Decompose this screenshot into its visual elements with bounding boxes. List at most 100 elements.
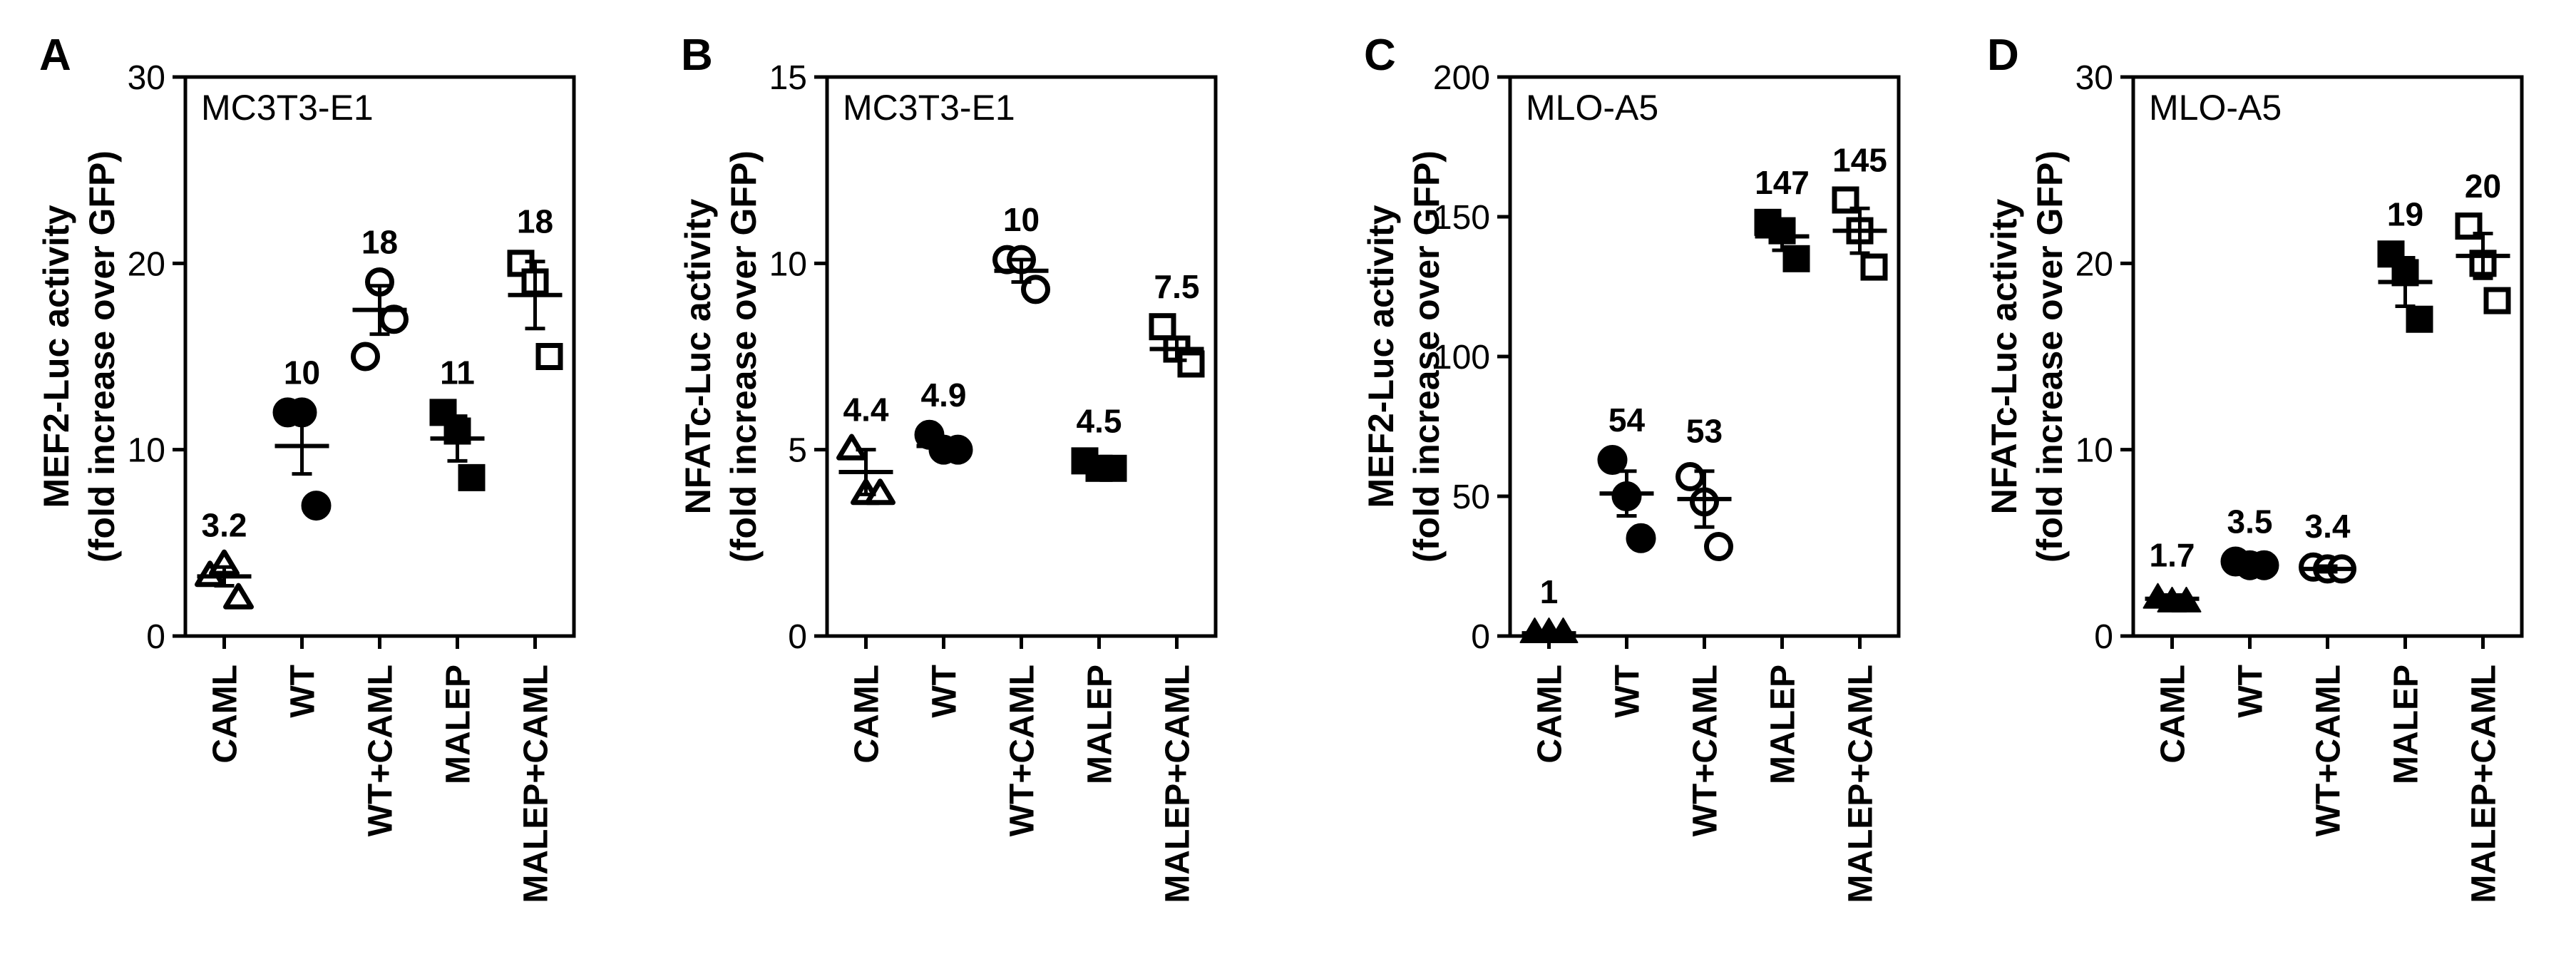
x-tick-label-wt-plus-caml: WT+CAML — [362, 665, 400, 836]
y-axis-title: MEF2-Luc activity (fold increase over GFP… — [1361, 150, 1447, 563]
x-tick-label-wt-plus-caml: WT+CAML — [1004, 665, 1042, 836]
data-label-caml: 1.7 — [2150, 537, 2195, 574]
y-tick-label: 5 — [788, 432, 807, 470]
y-tick-label: 10 — [128, 432, 165, 470]
y-tick-label: 20 — [128, 245, 165, 283]
y-axis-title: MEF2-Luc activity (fold increase over GFP… — [36, 150, 122, 563]
data-label-caml: 4.4 — [843, 391, 889, 429]
data-point-wt-plus-caml — [351, 342, 380, 371]
x-tick-label-caml: CAML — [1531, 665, 1569, 764]
x-tick-label-malep-plus-caml: MALEP+CAML — [1842, 665, 1880, 903]
cell-line-label: MLO-A5 — [1526, 88, 1658, 128]
data-label-malep-plus-caml: 18 — [517, 203, 553, 240]
y-tick-label: 30 — [2075, 59, 2113, 97]
data-point-caml — [223, 583, 254, 610]
panel-letter: C — [1364, 31, 1396, 80]
data-point-malep-plus-caml — [1177, 350, 1205, 378]
data-label-malep-plus-caml: 20 — [2465, 168, 2501, 205]
data-label-malep: 11 — [440, 354, 475, 391]
data-label-wt: 4.9 — [921, 376, 967, 414]
y-axis-title-line: (fold increase over GFP) — [724, 150, 764, 563]
cell-line-label: MC3T3-E1 — [201, 88, 374, 128]
x-tick-label-malep-plus-caml: MALEP+CAML — [1159, 665, 1197, 903]
y-tick-label: 10 — [769, 245, 807, 283]
x-tick-label-malep: MALEP — [440, 665, 478, 784]
y-tick-label: 20 — [2075, 245, 2113, 283]
data-point-wt — [1626, 523, 1656, 553]
y-axis-title: NFATc-Luc activity (fold increase over GF… — [1984, 150, 2070, 563]
x-tick-label-wt-plus-caml: WT+CAML — [1687, 665, 1725, 836]
data-point-wt — [301, 491, 332, 521]
data-point-wt-plus-caml — [1676, 462, 1705, 492]
x-tick-label-malep-plus-caml: MALEP+CAML — [518, 665, 555, 903]
data-point-caml — [836, 434, 867, 461]
data-point-malep-plus-caml — [2483, 287, 2511, 314]
data-label-wt-plus-caml: 18 — [361, 223, 398, 260]
panel-a: A MC3T3-E1 0 10 20 30 MEF2-Luc activity (fold i… — [36, 31, 576, 903]
data-label-wt-plus-caml: 53 — [1686, 413, 1723, 450]
y-tick-label: 100 — [1433, 339, 1490, 376]
x-tick-label-malep: MALEP — [1765, 665, 1802, 784]
data-point-malep-plus-caml — [535, 343, 563, 370]
data-point-malep-plus-caml — [1149, 313, 1176, 341]
y-tick-label: 200 — [1433, 59, 1490, 97]
data-label-malep-plus-caml: 145 — [1832, 141, 1887, 178]
y-axis-title-line: (fold increase over GFP) — [1407, 150, 1447, 563]
x-tick-label-caml: CAML — [848, 665, 886, 764]
x-tick-label-malep: MALEP — [1082, 665, 1119, 784]
cell-line-label: MLO-A5 — [2149, 88, 2282, 128]
panel-letter: D — [1987, 31, 2019, 80]
x-tick-label-caml: CAML — [2155, 665, 2192, 764]
y-tick-label: 0 — [2094, 618, 2113, 656]
x-tick-label-wt: WT — [284, 665, 322, 718]
cell-line-label: MC3T3-E1 — [843, 88, 1015, 128]
data-point-wt-plus-caml — [1704, 532, 1733, 562]
data-label-caml: 3.2 — [202, 507, 247, 544]
y-tick-label: 0 — [146, 618, 165, 656]
data-point-malep — [2406, 305, 2433, 333]
panel-letter: A — [39, 31, 71, 80]
data-point-wt — [1597, 445, 1628, 476]
y-tick-label: 50 — [1452, 478, 1490, 516]
data-label-malep: 19 — [2387, 195, 2423, 232]
x-tick-label-wt: WT — [926, 665, 964, 718]
y-axis-title-line: MEF2-Luc activity — [1361, 205, 1401, 508]
x-tick-label-malep-plus-caml: MALEP+CAML — [2465, 665, 2503, 903]
data-label-malep: 4.5 — [1077, 402, 1122, 439]
y-axis-title-line: (fold increase over GFP) — [82, 150, 122, 563]
y-axis-title-line: NFATc-Luc activity — [678, 198, 718, 514]
data-point-malep-plus-caml — [1860, 253, 1888, 281]
panel-d: D MLO-A5 0 10 20 30 NFATc-Luc activity (fold in… — [1984, 31, 2524, 903]
data-label-wt-plus-caml: 3.4 — [2305, 508, 2351, 545]
panel-b: B MC3T3-E1 0 5 10 15 NFATc-Luc activity (fold i… — [678, 31, 1218, 903]
data-label-malep: 147 — [1755, 164, 1810, 201]
data-label-malep-plus-caml: 7.5 — [1154, 268, 1200, 305]
y-axis-title-line: MEF2-Luc activity — [36, 205, 76, 508]
y-axis-title: NFATc-Luc activity (fold increase over GF… — [678, 150, 764, 563]
plot-frame — [825, 75, 1218, 638]
y-tick-label: 15 — [769, 59, 807, 97]
x-tick-label-wt: WT — [2232, 665, 2270, 718]
y-tick-label: 0 — [1471, 618, 1490, 656]
y-tick-label: 0 — [788, 618, 807, 656]
data-label-wt: 10 — [284, 354, 320, 391]
data-point-caml — [865, 478, 896, 506]
y-tick-label: 10 — [2075, 432, 2113, 470]
y-axis-title-line: (fold increase over GFP) — [2030, 150, 2070, 563]
y-axis-title-line: NFATc-Luc activity — [1984, 198, 2024, 514]
panel-letter: B — [681, 31, 713, 80]
data-label-wt: 54 — [1608, 401, 1646, 439]
y-tick-label: 150 — [1433, 199, 1490, 237]
x-tick-label-caml: CAML — [207, 665, 245, 764]
x-tick-label-malep: MALEP — [2388, 665, 2426, 784]
y-tick-label: 30 — [128, 59, 165, 97]
data-label-caml: 1 — [1540, 573, 1559, 610]
data-label-wt: 3.5 — [2227, 503, 2273, 540]
data-point-malep — [458, 463, 486, 491]
panel-c: C MLO-A5 0 50 100 150 200 MEF2-Luc activity (fol… — [1361, 31, 1901, 903]
data-point-wt-plus-caml — [379, 304, 409, 334]
data-label-wt-plus-caml: 10 — [1003, 201, 1040, 238]
x-tick-label-wt: WT — [1609, 665, 1647, 718]
x-tick-label-wt-plus-caml: WT+CAML — [2310, 665, 2348, 836]
